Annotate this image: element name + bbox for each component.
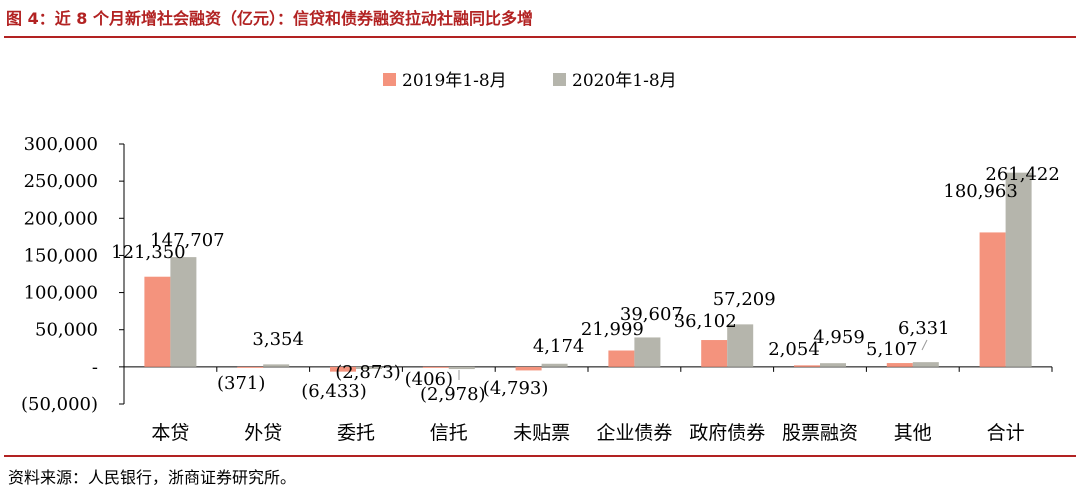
- data-label-2020: (2,873): [335, 362, 401, 383]
- data-label-2020: 261,422: [985, 164, 1059, 185]
- category-label: 委托: [337, 422, 375, 444]
- y-tick-label: 250,000: [24, 171, 98, 192]
- bar-2019: [979, 232, 1006, 367]
- y-tick-label: 50,000: [35, 320, 98, 341]
- legend-label-2020: 2020年1-8月: [572, 71, 677, 91]
- data-label-2019: 36,102: [674, 311, 737, 332]
- category-label: 企业债券: [596, 422, 672, 444]
- y-tick-label: 200,000: [24, 208, 98, 229]
- bar-2019: [886, 363, 913, 367]
- title-rule: [4, 36, 1076, 38]
- bar-2020: [1005, 172, 1032, 367]
- data-label-2020: 4,959: [813, 327, 865, 348]
- footer-rule: [4, 455, 1076, 457]
- legend-swatch-2019: [383, 73, 396, 86]
- y-tick-label: 150,000: [24, 245, 98, 266]
- chart-title: 图 4：近 8 个月新增社会融资（亿元）：信贷和债券融资拉动社融同比多增: [6, 9, 533, 28]
- y-tick-label: (50,000): [21, 394, 98, 415]
- data-label-2019: 21,999: [581, 319, 644, 340]
- bar-2019: [608, 350, 635, 367]
- y-tick-label: 300,000: [24, 134, 98, 155]
- category-label: 本贷: [151, 422, 189, 444]
- bar-2019: [144, 276, 171, 367]
- data-label-2020: (2,978): [420, 384, 486, 405]
- bar-2020: [727, 324, 754, 367]
- data-label-2019: 5,107: [866, 339, 918, 360]
- bar-2020: [448, 366, 475, 370]
- data-label-2020: 57,209: [713, 289, 776, 310]
- bar-2020: [263, 364, 290, 367]
- category-label: 政府债券: [689, 422, 765, 444]
- legend-swatch-2020: [553, 73, 566, 86]
- bar-2020: [170, 257, 197, 367]
- category-label: 外贷: [244, 422, 282, 444]
- y-tick-label: -: [92, 357, 98, 378]
- data-label-2019: (406): [405, 369, 453, 390]
- data-label-2019: (371): [217, 373, 265, 394]
- source-note: 资料来源：人民银行，浙商证券研究所。: [8, 468, 297, 487]
- bar-2020: [820, 363, 846, 367]
- data-label-2019: (4,793): [483, 378, 549, 399]
- data-label-2020: 6,331: [898, 318, 950, 339]
- category-label: 合计: [987, 422, 1025, 444]
- bar-2019: [515, 366, 542, 371]
- bar-2020: [356, 366, 382, 369]
- data-label-2019: (6,433): [301, 381, 367, 402]
- data-label-2020: 147,707: [150, 230, 224, 251]
- bar-2020: [912, 362, 939, 367]
- y-tick-label: 100,000: [24, 283, 98, 304]
- bar-2019: [237, 366, 264, 368]
- category-label: 其他: [894, 422, 932, 444]
- data-label-2019: 180,963: [943, 181, 1017, 202]
- data-label-2019: 121,350: [111, 242, 185, 263]
- category-label: 股票融资: [782, 422, 858, 444]
- bar-2020: [634, 337, 661, 367]
- bar-2020: [541, 363, 568, 367]
- leader-line: [921, 339, 928, 351]
- bar-2019: [330, 366, 356, 372]
- bar-2019: [701, 340, 728, 367]
- data-label-2020: 39,607: [620, 304, 683, 325]
- data-label-2020: 3,354: [252, 329, 304, 350]
- bar-2019: [422, 366, 449, 368]
- bar-chart: 2019年1-8月 2020年1-8月 (50,000) - 50,000 100,000…: [21, 71, 1060, 444]
- legend-label-2019: 2019年1-8月: [402, 71, 507, 91]
- category-label: 信托: [430, 422, 468, 444]
- bar-2019: [794, 365, 820, 367]
- category-label: 未贴票: [513, 422, 570, 444]
- data-label-2019: 2,054: [768, 339, 820, 360]
- data-label-2020: 4,174: [533, 336, 585, 357]
